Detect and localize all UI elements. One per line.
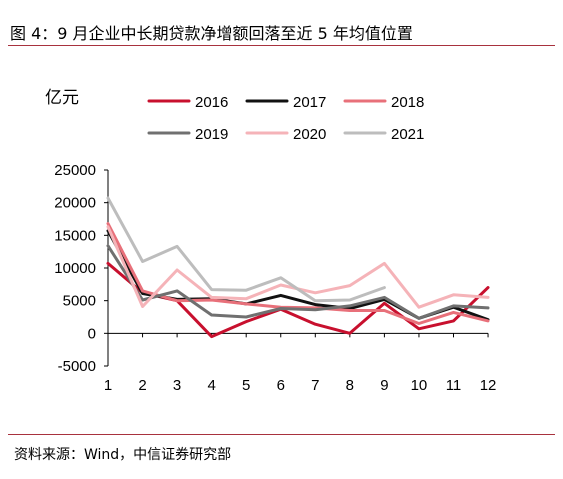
legend-label-2018: 2018 bbox=[391, 94, 424, 111]
x-tick-label: 12 bbox=[480, 377, 497, 394]
series-line-2018 bbox=[106, 222, 490, 325]
x-tick-label: 4 bbox=[207, 377, 215, 394]
source-note: 资料来源：Wind，中信证券研究部 bbox=[14, 447, 232, 463]
y-tick-label: 25000 bbox=[54, 162, 96, 179]
x-tick-label: 10 bbox=[411, 377, 428, 394]
source-divider bbox=[8, 434, 555, 435]
x-tick-labels: 1 2 3 4 5 6 7 8 9 10 11 12 bbox=[104, 377, 497, 394]
series-line-2019 bbox=[106, 244, 490, 320]
legend-label-2021: 2021 bbox=[391, 126, 424, 143]
y-tick-label: 15000 bbox=[54, 227, 96, 244]
series-lines bbox=[106, 196, 490, 339]
x-tick-label: 11 bbox=[446, 377, 462, 394]
series-line-2021 bbox=[106, 196, 386, 303]
y-axis-unit-label: 亿元 bbox=[45, 88, 79, 108]
y-tick-label: 5000 bbox=[63, 293, 96, 310]
x-tick-label: 9 bbox=[380, 377, 388, 394]
legend-label-2017: 2017 bbox=[293, 94, 326, 111]
y-tick-label: 10000 bbox=[54, 260, 96, 277]
x-tick-label: 7 bbox=[311, 377, 319, 394]
chart-legend: 2016 2017 2018 2019 2020 2021 bbox=[147, 94, 424, 143]
x-tick-label: 3 bbox=[173, 377, 181, 394]
y-tick-label: -5000 bbox=[58, 358, 96, 375]
x-tick-label: 8 bbox=[346, 377, 354, 394]
chart-axes bbox=[104, 169, 489, 367]
y-tick-labels: -5000 0 5000 10000 15000 20000 25000 bbox=[54, 162, 96, 375]
title-divider bbox=[8, 45, 555, 46]
x-tick-label: 5 bbox=[242, 377, 250, 394]
y-tick-label: 20000 bbox=[54, 195, 96, 212]
x-tick-label: 1 bbox=[104, 377, 112, 394]
chart-title: 图 4：9 月企业中长期贷款净增额回落至近 5 年均值位置 bbox=[10, 24, 413, 43]
x-tick-label: 6 bbox=[277, 377, 285, 394]
legend-label-2019: 2019 bbox=[195, 126, 228, 143]
y-tick-label: 0 bbox=[88, 325, 96, 342]
legend-label-2016: 2016 bbox=[195, 94, 228, 111]
x-tick-label: 2 bbox=[138, 377, 146, 394]
legend-label-2020: 2020 bbox=[293, 126, 326, 143]
